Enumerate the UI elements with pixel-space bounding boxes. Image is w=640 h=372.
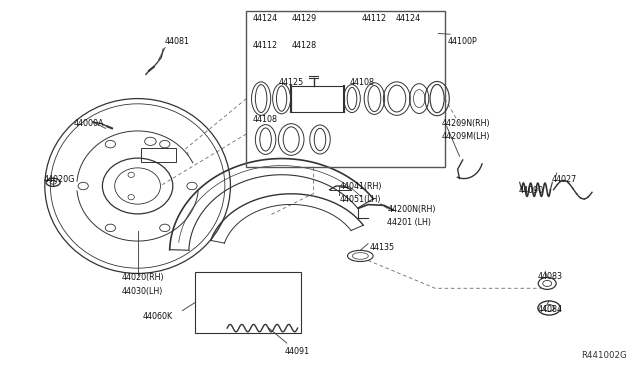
Text: 44128: 44128: [291, 41, 316, 50]
Text: 44108: 44108: [350, 78, 375, 87]
Text: 44124: 44124: [396, 14, 420, 23]
Text: 44000A: 44000A: [74, 119, 104, 128]
Bar: [291, 86, 344, 112]
Text: 44027: 44027: [552, 175, 577, 184]
Text: 44209N(RH): 44209N(RH): [442, 119, 490, 128]
Text: 44020(RH): 44020(RH): [122, 273, 164, 282]
Text: 44108: 44108: [253, 115, 278, 124]
Text: 44060K: 44060K: [143, 312, 173, 321]
Text: 44129: 44129: [291, 14, 316, 23]
Text: 44125: 44125: [278, 78, 303, 87]
Bar: [195, 272, 301, 333]
Text: 44201 (LH): 44201 (LH): [387, 218, 431, 227]
Text: 44081: 44081: [165, 38, 190, 46]
Text: R441002G: R441002G: [582, 351, 627, 360]
Text: 44041(RH): 44041(RH): [339, 182, 381, 191]
Text: 44112: 44112: [362, 14, 387, 23]
Text: 44209M(LH): 44209M(LH): [442, 132, 490, 141]
Text: 44090: 44090: [518, 186, 543, 195]
Text: 44135: 44135: [370, 243, 395, 251]
Bar: [246, 11, 445, 167]
Text: 44084: 44084: [538, 305, 563, 314]
Text: 44091: 44091: [285, 347, 310, 356]
Text: 44100P: 44100P: [448, 37, 477, 46]
Text: 44020G: 44020G: [44, 175, 75, 184]
Text: 44124: 44124: [253, 14, 278, 23]
Text: 44083: 44083: [538, 272, 563, 280]
Text: 44051(LH): 44051(LH): [339, 195, 381, 204]
Text: 44200N(RH): 44200N(RH): [387, 205, 436, 214]
Text: 44112: 44112: [253, 41, 278, 50]
Text: 44030(LH): 44030(LH): [122, 287, 163, 296]
